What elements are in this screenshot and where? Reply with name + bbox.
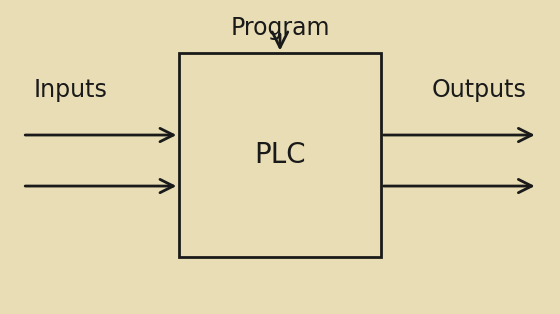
Bar (179, 53, 381, 257)
Text: Inputs: Inputs (34, 78, 108, 102)
Text: PLC: PLC (254, 141, 306, 170)
Text: Outputs: Outputs (432, 78, 526, 102)
Text: Program: Program (230, 16, 330, 40)
